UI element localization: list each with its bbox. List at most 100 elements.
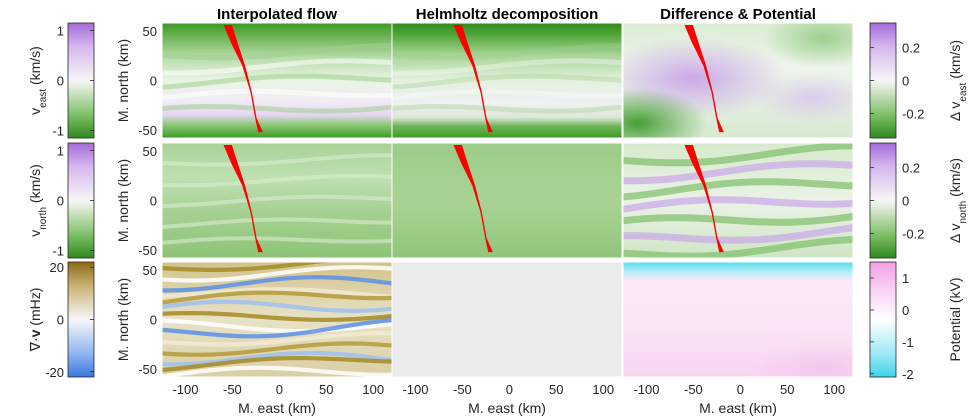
colorbar-label: veast (km/s) — [27, 46, 49, 115]
divergence-stripe — [162, 299, 392, 313]
colorbar-tick-label: -2 — [902, 367, 914, 382]
panel-1-0 — [162, 143, 392, 258]
difference-blob — [753, 73, 853, 123]
flow-stripe — [162, 194, 392, 208]
y-axis-label: M. north (km) — [115, 159, 131, 242]
colorbar-label: vnorth (km/s) — [27, 164, 49, 237]
colorbar — [67, 142, 95, 259]
colorbar-tick-label: 0 — [902, 303, 909, 318]
y-tick-label: -50 — [138, 123, 157, 138]
divergence-stripe — [162, 365, 392, 377]
panel-0-0 — [162, 23, 392, 138]
x-tick-label: 50 — [780, 382, 794, 397]
satellite-track — [684, 25, 724, 133]
x-tick-label: 100 — [592, 382, 614, 397]
y-axis-label: M. north (km) — [115, 39, 131, 122]
divergence-stripe — [162, 311, 392, 322]
difference-stripe — [623, 236, 853, 258]
colorbar-tick-label: 1 — [902, 271, 909, 286]
y-tick-label: -50 — [138, 243, 157, 258]
x-tick-label: -100 — [402, 382, 428, 397]
panel-2-1 — [392, 262, 622, 377]
x-tick-label: -50 — [223, 382, 242, 397]
difference-stripe — [623, 212, 853, 226]
colorbar-tick-label: 0 — [57, 194, 64, 209]
colorbar-tick-label: -0.2 — [902, 226, 924, 241]
divergence-stripe — [162, 275, 392, 293]
x-tick-label: 100 — [362, 382, 384, 397]
colorbar-label: Δ veast (km/s) — [947, 40, 969, 121]
flow-stripe — [392, 104, 622, 114]
colorbar-tick-label: 0.2 — [902, 41, 920, 56]
difference-stripe — [623, 143, 853, 167]
colorbar — [869, 142, 897, 259]
colorbar-label: Δ vnorth (km/s) — [947, 158, 969, 243]
colorbar-tick-label: -0.2 — [902, 106, 924, 121]
panel-0-2 — [623, 23, 853, 138]
colorbar-tick-label: -1 — [52, 124, 64, 139]
colorbar-tick-label: 0 — [902, 194, 909, 209]
flow-stripe — [392, 58, 622, 76]
satellite-track — [453, 145, 493, 253]
colorbar — [869, 261, 897, 378]
x-tick-label: 50 — [549, 382, 563, 397]
panel-title: Helmholtz decomposition — [416, 6, 599, 23]
y-tick-label: 50 — [143, 263, 157, 278]
satellite-track — [684, 145, 724, 253]
panel-2-0 — [162, 262, 392, 377]
panel-frame — [622, 261, 854, 378]
difference-stripe — [623, 160, 853, 185]
flow-stripe — [162, 173, 392, 188]
y-axis-label: M. north (km) — [115, 278, 131, 361]
colorbar-tick-label: 0 — [902, 74, 909, 89]
colorbar-tick-label: -1 — [902, 335, 914, 350]
colorbar — [67, 261, 95, 378]
panel-background — [392, 23, 622, 138]
panel-title: Difference & Potential — [660, 6, 816, 23]
colorbar-label: ∇·v (mHz) — [27, 288, 43, 353]
difference-stripe — [623, 224, 853, 244]
flow-stripe — [392, 43, 622, 61]
flow-stripe — [162, 88, 392, 101]
divergence-stripe — [162, 290, 392, 305]
flow-stripe — [162, 58, 392, 76]
panel-frame — [391, 261, 623, 378]
panel-frame — [622, 22, 854, 139]
x-tick-label: -50 — [684, 382, 703, 397]
flow-stripe — [162, 153, 392, 167]
labels: Interpolated flow Helmholtz decomposition… — [27, 6, 969, 416]
x-axis-label: M. east (km) — [699, 400, 777, 416]
difference-blob — [623, 88, 708, 138]
panel-frame — [391, 22, 623, 139]
flow-stripe — [162, 73, 392, 90]
panel-1-2 — [623, 143, 853, 258]
flow-stripe — [162, 43, 392, 61]
colorbars — [67, 22, 897, 378]
satellite-track — [223, 145, 263, 253]
panel-1-1 — [392, 143, 622, 258]
x-axis-label: M. east (km) — [468, 400, 546, 416]
y-tick-label: 50 — [143, 144, 157, 159]
divergence-stripe — [162, 265, 392, 283]
x-tick-label: 0 — [737, 382, 744, 397]
panel-2-2 — [623, 262, 853, 377]
difference-stripe — [623, 196, 853, 213]
y-tick-label: 0 — [150, 194, 157, 209]
colorbar-tick-label: 1 — [57, 144, 64, 159]
flow-stripe — [162, 217, 392, 229]
colorbar-tick-label: 20 — [50, 260, 64, 275]
divergence-stripe — [162, 287, 392, 299]
difference-stripe — [623, 178, 853, 201]
divergence-stripe — [162, 318, 392, 339]
potential-blob — [753, 342, 853, 377]
difference-blob — [763, 23, 853, 68]
x-tick-label: 0 — [506, 382, 513, 397]
flow-stripe — [392, 88, 622, 101]
colorbar-tick-label: 0 — [57, 313, 64, 328]
divergence-stripe — [162, 341, 392, 357]
satellite-track — [453, 25, 493, 133]
colorbar-tick-label: 0.2 — [902, 161, 920, 176]
colorbar-tick-label: -20 — [45, 365, 64, 380]
y-tick-label: 0 — [150, 313, 157, 328]
